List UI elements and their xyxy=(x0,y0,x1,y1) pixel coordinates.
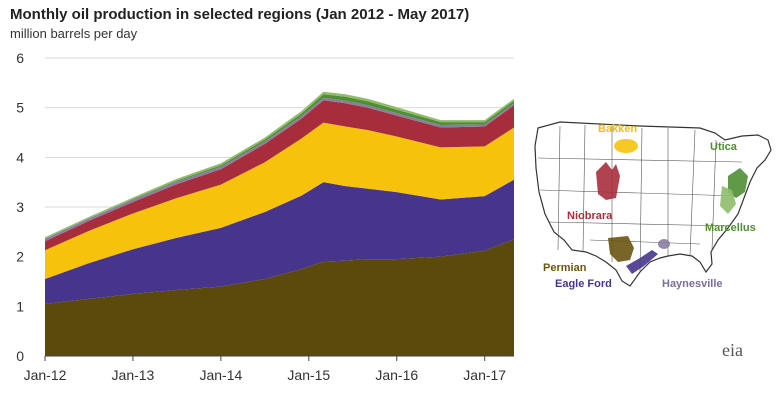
bakken-region xyxy=(614,139,638,153)
eagle-ford-region xyxy=(626,250,658,274)
y-tick-label: 3 xyxy=(16,199,24,215)
area-series-layer xyxy=(45,91,514,356)
x-tick-label: Jan-15 xyxy=(287,367,330,383)
x-tick-label: Jan-13 xyxy=(112,367,155,383)
area-series-eagle-ford xyxy=(45,179,514,304)
y-tick-label: 6 xyxy=(16,50,24,66)
map-label-bakken: Bakken xyxy=(598,123,637,135)
map-label-haynesville: Haynesville xyxy=(662,278,723,290)
area-series-permian xyxy=(45,239,514,356)
x-tick-label: Jan-17 xyxy=(463,367,506,383)
haynesville-region xyxy=(658,239,670,249)
x-tick-label: Jan-12 xyxy=(24,367,67,383)
chart-title: Monthly oil production in selected regio… xyxy=(10,6,470,23)
y-tick-label: 2 xyxy=(16,249,24,265)
axes: 0 1 2 3 4 5 6 Jan-12 Jan-13 Jan-14 Jan-15 Jan-16 Jan… xyxy=(16,50,514,383)
us-map: Bakken Utica Niobrara Marcellus Permian … xyxy=(534,121,772,290)
y-tick-label: 0 xyxy=(16,348,24,364)
marcellus-region xyxy=(720,186,736,214)
x-tick-label: Jan-16 xyxy=(375,367,418,383)
map-label-eagle-ford: Eagle Ford xyxy=(555,278,612,290)
y-tick-label: 4 xyxy=(16,149,24,165)
y-tick-label: 1 xyxy=(16,298,24,314)
state-borders xyxy=(537,124,743,273)
eia-logo: eia xyxy=(722,340,743,360)
utica-region xyxy=(728,168,748,198)
area-series-bakken xyxy=(45,122,514,280)
map-label-niobrara: Niobrara xyxy=(567,210,613,222)
map-label-utica: Utica xyxy=(710,141,738,153)
map-label-marcellus: Marcellus xyxy=(705,222,756,234)
y-tick-label: 5 xyxy=(16,100,24,116)
x-tick-label: Jan-14 xyxy=(199,367,242,383)
niobrara-region xyxy=(596,162,620,200)
map-label-permian: Permian xyxy=(543,262,587,274)
chart-subtitle: million barrels per day xyxy=(10,26,138,41)
permian-region xyxy=(608,236,634,262)
